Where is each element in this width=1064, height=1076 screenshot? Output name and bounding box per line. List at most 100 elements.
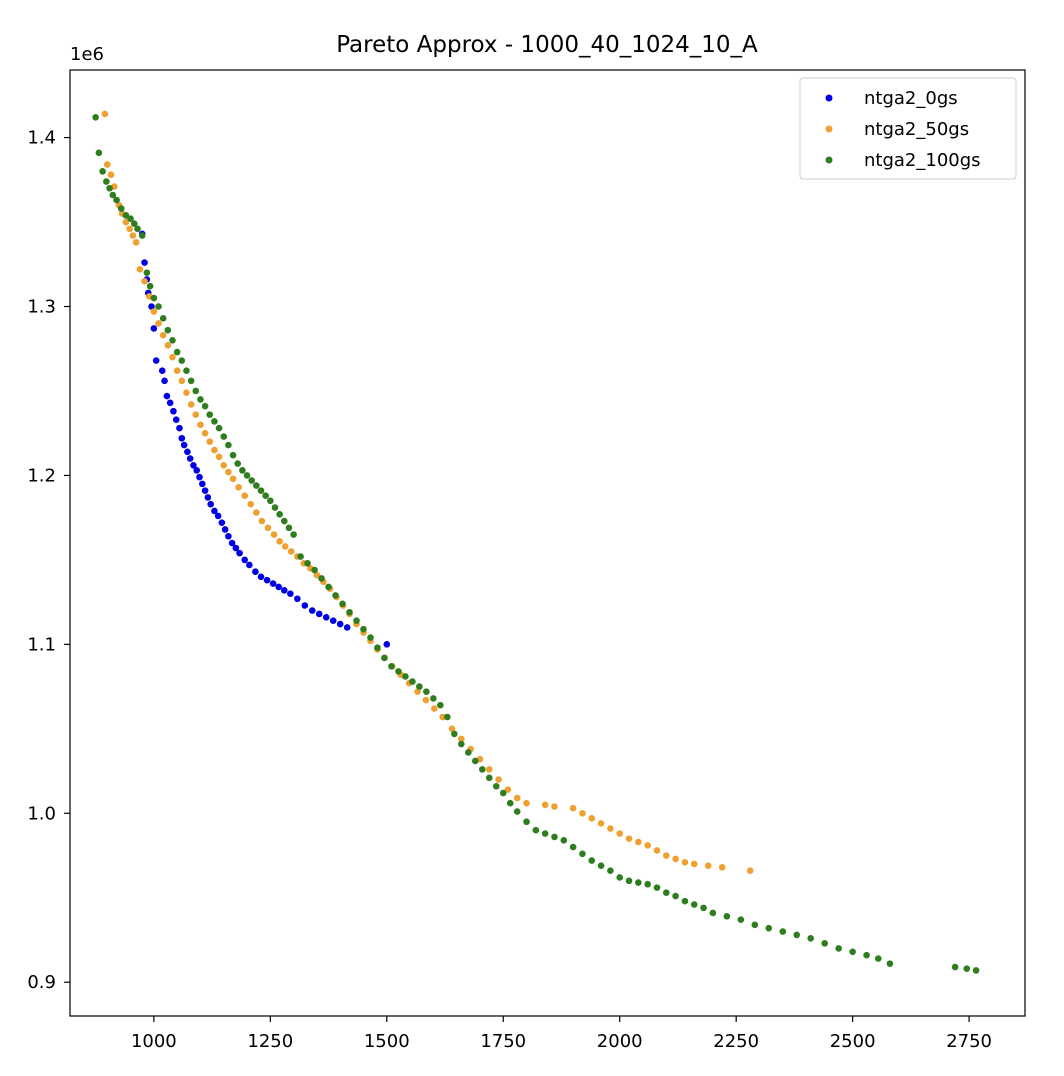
data-point <box>308 607 316 614</box>
data-point <box>201 402 209 410</box>
data-point <box>269 580 277 587</box>
x-tick-label: 1250 <box>247 1031 293 1052</box>
data-point <box>275 583 283 591</box>
data-point <box>383 641 391 648</box>
data-point <box>437 701 444 709</box>
data-point <box>329 617 337 625</box>
data-point <box>485 774 493 782</box>
y-tick-label: 1.1 <box>27 634 56 655</box>
data-point <box>152 357 160 364</box>
data-point <box>178 434 186 442</box>
data-points <box>92 110 980 974</box>
data-point <box>176 424 183 432</box>
data-point <box>625 877 633 885</box>
data-point <box>155 320 162 327</box>
data-point <box>234 460 242 467</box>
data-point <box>681 897 689 905</box>
data-point <box>183 367 190 374</box>
data-point <box>163 392 171 400</box>
data-point <box>388 663 395 670</box>
data-point <box>206 438 214 445</box>
data-point <box>458 740 465 748</box>
data-point <box>276 538 283 545</box>
data-point <box>130 220 138 228</box>
data-point <box>132 239 140 246</box>
data-point <box>186 455 194 462</box>
data-point <box>170 407 177 415</box>
data-point <box>228 539 236 547</box>
data-point <box>129 232 137 239</box>
series-ntga2_50gs <box>101 110 754 875</box>
data-point <box>504 786 512 793</box>
data-point <box>343 624 351 631</box>
data-point <box>207 500 214 508</box>
data-point <box>280 517 288 525</box>
data-point <box>204 494 212 501</box>
data-point <box>193 467 201 474</box>
data-point <box>381 654 388 662</box>
data-point <box>122 218 130 226</box>
x-tick-label: 1500 <box>364 1031 410 1052</box>
data-point <box>211 418 218 425</box>
data-point <box>184 448 191 456</box>
data-point <box>313 571 321 579</box>
legend-label: ntga2_0gs <box>864 88 958 109</box>
data-point <box>257 487 265 494</box>
y-tick-label: 0.9 <box>27 972 56 993</box>
data-point <box>751 921 759 929</box>
data-point <box>201 487 209 494</box>
data-point <box>287 590 294 597</box>
data-point <box>723 913 731 920</box>
data-point <box>241 556 248 564</box>
data-point <box>164 342 172 349</box>
data-point <box>779 928 787 935</box>
x-tick-label: 1750 <box>480 1031 526 1052</box>
data-point <box>280 587 288 594</box>
data-point <box>541 830 549 837</box>
legend-label: ntga2_100gs <box>864 150 981 171</box>
data-point <box>211 507 218 515</box>
data-point <box>106 184 113 192</box>
data-point <box>192 411 200 418</box>
data-point <box>197 421 204 429</box>
data-point <box>187 377 195 385</box>
data-point <box>252 568 259 576</box>
data-point <box>430 695 437 702</box>
data-point <box>225 532 232 540</box>
plot-area-frame <box>69 69 1026 1017</box>
data-point <box>653 884 661 891</box>
data-point <box>588 815 596 822</box>
legend-items: ntga2_0gs ntga2_50gs ntga2_100gs <box>825 88 981 171</box>
data-point <box>281 543 289 550</box>
data-point <box>199 480 206 488</box>
data-point <box>164 326 172 334</box>
data-point <box>143 269 151 277</box>
data-point <box>95 149 103 157</box>
data-point <box>513 808 521 815</box>
data-point <box>246 561 253 569</box>
data-point <box>148 303 155 310</box>
data-point <box>262 492 269 500</box>
data-point <box>444 713 451 721</box>
data-point <box>150 294 158 302</box>
data-point <box>253 509 260 516</box>
data-point <box>155 303 162 310</box>
series-ntga2_100gs <box>92 114 980 974</box>
data-point <box>146 282 154 290</box>
data-point <box>874 955 882 962</box>
data-point <box>301 602 309 609</box>
data-point <box>560 837 568 844</box>
data-point <box>495 776 502 783</box>
data-point <box>215 424 223 432</box>
data-point <box>579 850 586 858</box>
data-point <box>886 960 894 967</box>
data-point <box>169 336 176 344</box>
data-point <box>360 625 367 633</box>
data-point <box>532 826 540 834</box>
data-point <box>597 862 605 869</box>
data-point <box>551 833 558 841</box>
data-point <box>178 357 186 364</box>
data-point <box>161 377 168 385</box>
data-point <box>150 308 158 315</box>
